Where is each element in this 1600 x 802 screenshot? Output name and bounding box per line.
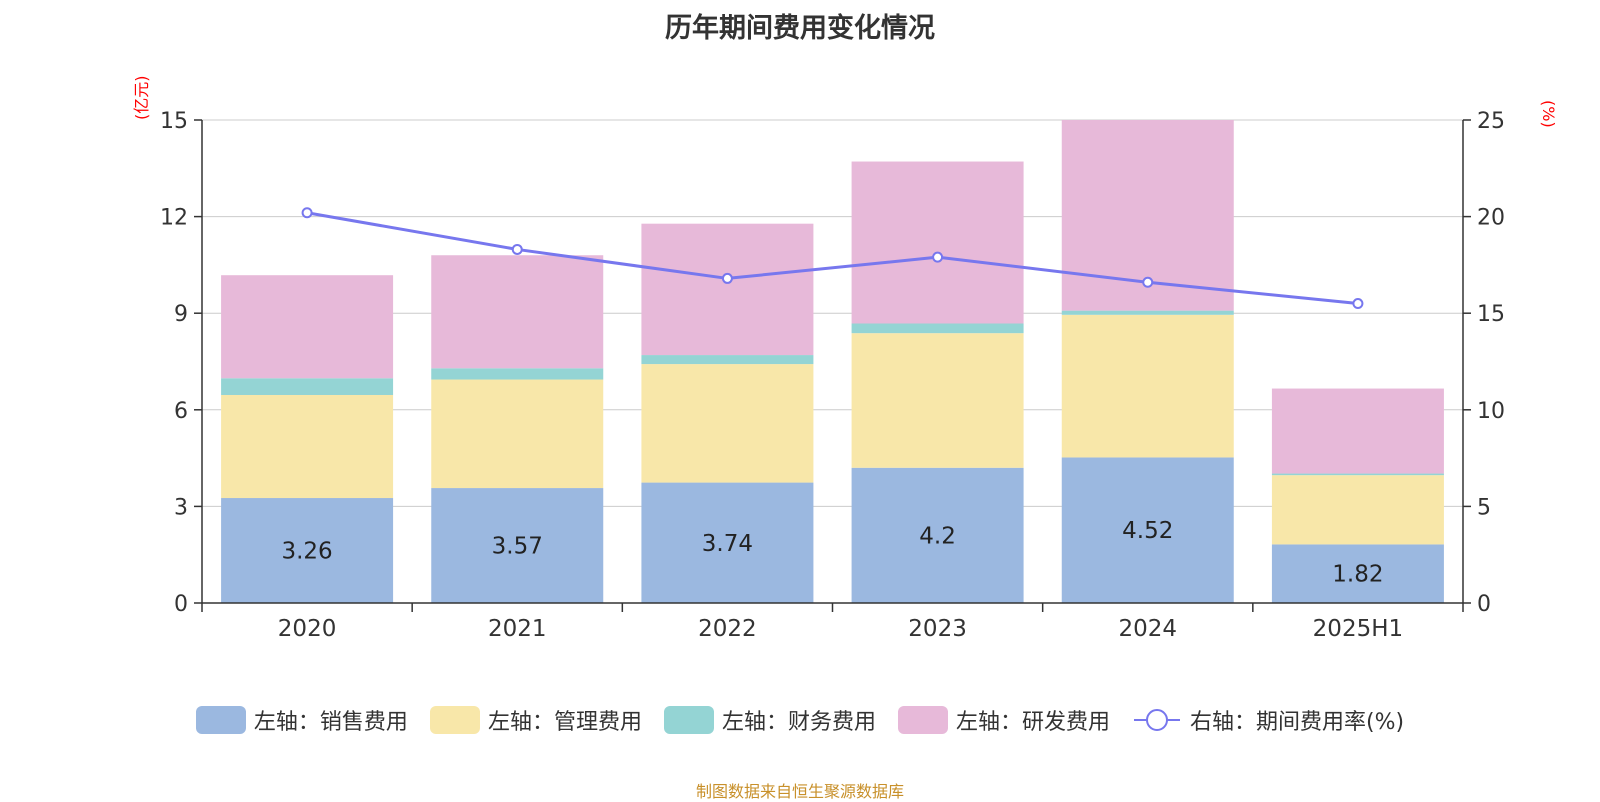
chart-title: 历年期间费用变化情况: [665, 13, 935, 44]
bar-segment-2: [1271, 475, 1444, 545]
bar-segment-2: [431, 379, 604, 489]
legend-item-sales[interactable]: 左轴：销售费用: [195, 704, 408, 736]
right-axis-tick-label: 20: [1477, 206, 1505, 231]
left-axis-tick-label: 3: [174, 495, 188, 520]
legend-item-admin[interactable]: 左轴：管理费用: [429, 704, 642, 736]
bar-segment-1: [851, 467, 1024, 603]
right-axis-tick-label: 0: [1477, 592, 1491, 617]
x-axis-tick-label: 2023: [908, 616, 967, 642]
expense-ratio-point: [301, 207, 313, 219]
bar-segment-4: [851, 161, 1024, 324]
data-source-note: 制图数据来自恒生聚源数据库: [695, 782, 904, 801]
bar-data-label: 3.26: [281, 539, 332, 565]
legend-swatch-finance: [663, 706, 714, 734]
legend-item-expense-ratio[interactable]: 右轴：期间费用率(%): [1132, 704, 1404, 736]
bar-segment-1: [221, 498, 394, 603]
bar-segment-3: [1271, 473, 1444, 476]
right-axis-tick-label: 15: [1477, 302, 1505, 327]
left-axis-tick-label: 12: [160, 206, 188, 231]
bar-segment-2: [1061, 314, 1234, 458]
bar-segment-4: [431, 255, 604, 369]
expense-ratio-point: [511, 243, 523, 255]
expense-ratio-point: [1142, 276, 1154, 288]
x-axis-tick-label: 2022: [698, 616, 757, 642]
bar-data-label: 3.57: [492, 534, 543, 560]
bar-segment-3: [221, 378, 394, 395]
expense-ratio-point: [1352, 298, 1364, 310]
expense-ratio-point: [932, 251, 944, 263]
bar-segment-3: [641, 355, 814, 365]
legend-item-finance[interactable]: 左轴：财务费用: [663, 704, 876, 736]
legend-label-finance: 左轴：财务费用: [721, 710, 876, 735]
chart-canvas: 0 3 6 9 12 15 0 5 10 15 20 25 3.26 3.57 3.74 4.2 4.52 1.8…: [160, 109, 1505, 642]
legend-label-sales: 左轴：销售费用: [253, 710, 408, 735]
right-axis-tick-label: 25: [1477, 109, 1505, 134]
bar-segment-1: [1271, 544, 1444, 603]
bar-segment-4: [641, 223, 814, 356]
bar-data-label: 1.82: [1332, 562, 1383, 588]
bar-segment-3: [1061, 310, 1234, 315]
bar-segment-1: [1061, 457, 1234, 603]
x-axis-tick-label: 2020: [278, 616, 337, 642]
legend-swatch-rnd: [897, 706, 948, 734]
legend-item-rnd[interactable]: 左轴：研发费用: [897, 704, 1110, 736]
bar-data-label: 4.52: [1122, 518, 1173, 544]
bar-segment-4: [1271, 388, 1444, 474]
left-axis-tick-label: 6: [174, 399, 188, 424]
right-axis-tick-label: 5: [1477, 495, 1491, 520]
legend: 左轴：销售费用 左轴：管理费用 左轴：财务费用 左轴：研发费用 右轴：期间费用率…: [0, 704, 1600, 736]
expense-ratio-point: [721, 272, 733, 284]
bar-segment-2: [851, 333, 1024, 468]
bar-segment-4: [221, 275, 394, 379]
x-axis-tick-label: 2021: [488, 616, 547, 642]
bar-segment-2: [221, 394, 394, 499]
right-axis-tick-label: 10: [1477, 399, 1505, 424]
legend-label-admin: 左轴：管理费用: [487, 710, 642, 735]
bar-segment-1: [431, 488, 604, 603]
bar-segment-1: [641, 482, 814, 603]
left-axis-tick-label: 15: [160, 109, 188, 134]
legend-label-rnd: 左轴：研发费用: [955, 710, 1110, 735]
expense-ratio-line: [306, 211, 1359, 306]
bar-data-label: 3.74: [702, 531, 753, 557]
legend-swatch-admin: [429, 706, 480, 734]
legend-swatch-sales: [195, 706, 246, 734]
x-axis-tick-label: 2024: [1118, 616, 1177, 642]
x-axis-tick-label: 2025H1: [1313, 616, 1403, 642]
bar-segment-3: [851, 323, 1024, 334]
left-axis-tick-label: 0: [174, 592, 188, 617]
legend-line-circle-icon: [1133, 709, 1180, 731]
bar-segment-2: [641, 364, 814, 483]
bar-segment-3: [431, 368, 604, 380]
legend-label-expense-ratio: 右轴：期间费用率(%): [1189, 710, 1405, 735]
bar-data-label: 4.2: [919, 523, 956, 549]
left-axis-tick-label: 9: [174, 302, 188, 327]
